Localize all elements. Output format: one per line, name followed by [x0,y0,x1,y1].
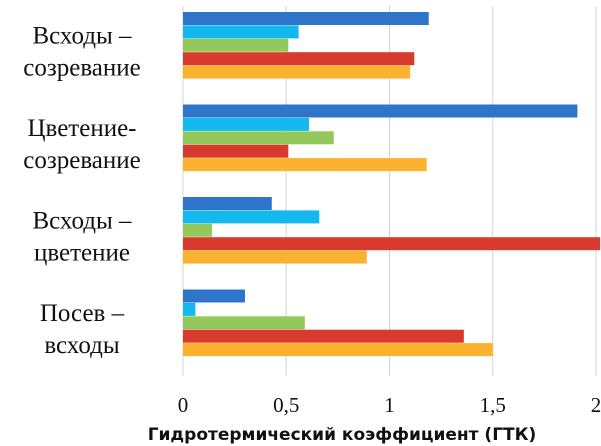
bar-c3-s4 [183,237,601,251]
x-tick-labels: 0 0,5 1 1,5 2 [178,393,601,417]
bar-c3-s5 [183,250,367,264]
bars [183,12,601,357]
bar-c4-s4 [183,329,464,343]
x-tick-label: 1,5 [480,393,506,417]
bar-c4-s2 [183,302,196,316]
bar-c2-s2 [183,117,309,131]
bar-c1-s5 [183,65,411,79]
category-label: Всходы – [32,207,132,234]
bar-c3-s2 [183,210,320,224]
x-axis-title: Гидротермический коэффициент (ГТК) [148,425,537,445]
bar-c1-s2 [183,25,299,39]
bar-c4-s3 [183,316,305,330]
bar-c3-s3 [183,223,212,237]
x-tick-label: 0,5 [273,393,299,417]
bar-c3-s1 [183,197,272,210]
category-label: Цветение- [27,115,136,142]
category-labels: Всходы – созревание Цветение-созревание Всх… [23,22,141,359]
category-label: Посев – [40,300,125,327]
x-tick-label: 0 [178,393,189,417]
category-label: созревание [23,54,141,81]
bar-c1-s3 [183,38,289,52]
x-tick-label: 1 [384,393,395,417]
bar-c2-s1 [183,104,578,118]
category-label: Всходы – [32,22,132,49]
bar-c2-s5 [183,158,427,172]
bar-c4-s5 [183,343,493,357]
category-label: всходы [44,332,119,359]
bar-c2-s4 [183,144,289,158]
category-label: созревание [23,147,141,174]
x-tick-label: 2 [591,393,601,417]
bar-c4-s1 [183,289,245,303]
bar-c2-s3 [183,131,334,145]
bar-c1-s4 [183,52,415,66]
bar-c1-s1 [183,12,429,25]
category-label: цветение [34,239,130,266]
